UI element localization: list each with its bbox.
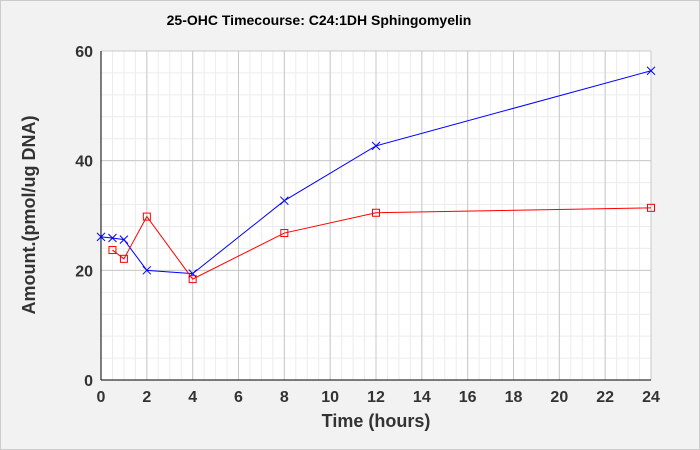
marker-stroke	[119, 235, 129, 244]
x-tick-label: 0	[97, 389, 106, 406]
series-line-1	[100, 70, 652, 275]
marker-stroke	[96, 232, 106, 242]
y-tick-label: 0	[84, 373, 93, 390]
x-tick-label: 24	[642, 389, 660, 406]
data-point-square-marker	[188, 275, 197, 284]
data-point-square-marker	[647, 203, 655, 212]
marker-stroke	[371, 141, 381, 151]
x-tick-label: 14	[413, 389, 431, 406]
data-point-square-marker	[108, 246, 117, 255]
x-tick-label: 12	[367, 389, 385, 406]
data-point-square-marker	[142, 212, 151, 221]
x-tick-label: 6	[234, 389, 243, 406]
marker-stroke	[279, 196, 289, 206]
x-axis-label: Time (hours)	[322, 411, 431, 431]
x-tick-label: 18	[505, 389, 523, 406]
data-point-square-marker	[119, 254, 128, 263]
marker-stroke	[646, 66, 656, 76]
series-line-2	[112, 207, 652, 280]
data-point-x-marker	[119, 235, 129, 244]
y-tick-label: 20	[75, 263, 93, 280]
data-point-x-marker	[371, 141, 381, 151]
data-point-square-marker	[372, 208, 380, 217]
x-tick-label: 10	[321, 389, 339, 406]
data-point-x-marker	[279, 196, 289, 206]
x-tick-label: 20	[550, 389, 568, 406]
x-tick-label: 22	[596, 389, 614, 406]
x-tick-label: 4	[188, 389, 197, 406]
y-axis-label: Amount.(pmol/ug DNA)	[19, 116, 39, 315]
chart-title: 25-OHC Timecourse: C24:1DH Sphingomyelin	[167, 12, 472, 28]
data-point-x-marker	[142, 265, 152, 275]
y-tick-label: 60	[75, 44, 93, 61]
x-tick-label: 16	[459, 389, 477, 406]
marker-stroke	[108, 233, 117, 243]
data-point-x-marker	[646, 66, 656, 76]
data-point-x-marker	[96, 232, 106, 242]
data-point-square-marker	[280, 229, 289, 238]
x-tick-label: 2	[142, 389, 151, 406]
y-tick-label: 40	[75, 154, 93, 171]
marker-stroke	[142, 265, 152, 275]
x-tick-label: 8	[280, 389, 289, 406]
data-point-x-marker	[108, 233, 117, 243]
